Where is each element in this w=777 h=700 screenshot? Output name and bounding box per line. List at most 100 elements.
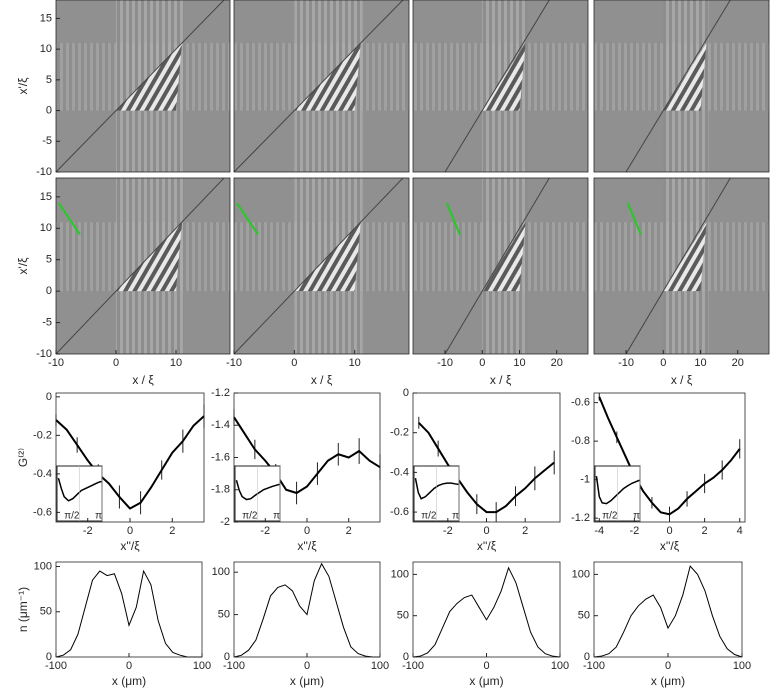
x-tick-label: 100 <box>733 660 751 672</box>
x-tick-label: 2 <box>522 525 528 537</box>
x-tick-label: 0 <box>479 357 485 369</box>
x-tick-label: 4 <box>737 525 743 537</box>
y-tick-label: 5 <box>46 254 52 266</box>
x-tick-label: -10 <box>618 357 634 369</box>
y-tick-label: 100 <box>391 568 409 580</box>
x-axis-label: x''/ξ <box>297 539 317 553</box>
diagonal <box>625 178 731 354</box>
y-axis-label: n (μm⁻¹) <box>16 587 30 632</box>
x-axis-label: x / ξ <box>490 373 512 387</box>
frame <box>55 177 231 355</box>
x-tick-label: 0 <box>483 525 489 537</box>
y-tick-label: 0 <box>403 651 409 663</box>
frame <box>233 177 410 355</box>
x-axis-label: x''/ξ <box>477 539 497 553</box>
x-axis-label: x (μm) <box>112 674 146 688</box>
y-tick-label: -0.6 <box>33 506 52 518</box>
y-tick-label: -1.4 <box>211 419 230 431</box>
x-tick-label: 0 <box>304 525 310 537</box>
y-tick-label: 100 <box>212 566 230 578</box>
y-tick-label: -0.4 <box>390 466 409 478</box>
x-axis-label: x''/ξ <box>120 539 140 553</box>
cut-line <box>58 202 81 236</box>
inset-line <box>235 480 280 501</box>
y-tick-label: 0 <box>403 387 409 399</box>
x-tick-label: 2 <box>346 525 352 537</box>
x-tick-label: -10 <box>226 357 242 369</box>
plot-area <box>413 562 560 657</box>
y-tick-label: -1 <box>580 474 590 486</box>
inset-tick-label: π/2 <box>64 511 80 522</box>
y-tick-label: -10 <box>36 166 52 178</box>
plot-area <box>234 562 380 657</box>
y-tick-label: 0 <box>46 285 52 297</box>
data-line <box>418 422 555 514</box>
frame <box>55 0 231 173</box>
y-tick-label: -1.2 <box>571 512 590 524</box>
y-tick-label: 5 <box>46 74 52 86</box>
x-tick-label: 0 <box>483 660 489 672</box>
x-axis-label: x (μm) <box>469 674 503 688</box>
inset-line <box>57 477 102 502</box>
heatmap-image <box>594 178 769 354</box>
x-tick-label: 0 <box>666 525 672 537</box>
y-tick-label: 50 <box>397 610 409 622</box>
data-line <box>55 569 202 658</box>
heatmap-image <box>413 178 588 354</box>
data-line <box>598 396 741 516</box>
data-line <box>233 416 381 495</box>
fringes <box>482 222 526 292</box>
y-tick-label: 50 <box>218 608 230 620</box>
y-tick-label: 0 <box>224 651 230 663</box>
x-tick-label: -2 <box>83 525 93 537</box>
y-tick-label: -5 <box>42 135 52 147</box>
x-tick-label: 2 <box>169 525 175 537</box>
x-tick-label: 0 <box>291 357 297 369</box>
x-tick-label: -2 <box>260 525 270 537</box>
y-axis-label: x'/ξ <box>16 77 30 95</box>
x-tick-label: 0 <box>127 525 133 537</box>
y-tick-label: 0 <box>46 651 52 663</box>
inset-tick-label: π/2 <box>602 511 618 522</box>
heatmap-image <box>413 0 588 172</box>
diagonal <box>234 0 404 172</box>
x-tick-label: 100 <box>371 660 389 672</box>
x-tick-label: 0 <box>304 660 310 672</box>
y-tick-label: 0 <box>46 104 52 116</box>
x-tick-label: -100 <box>402 660 424 672</box>
heatmap-image <box>234 178 409 354</box>
x-tick-label: -100 <box>583 660 605 672</box>
data-line <box>233 562 380 658</box>
fringes <box>663 43 707 111</box>
frame <box>593 0 770 173</box>
x-tick-label: -10 <box>437 357 453 369</box>
y-tick-label: 50 <box>578 610 590 622</box>
x-tick-label: 100 <box>193 660 211 672</box>
x-tick-label: -10 <box>48 357 64 369</box>
x-tick-label: -4 <box>594 525 604 537</box>
x-tick-label: 100 <box>551 660 569 672</box>
y-tick-label: -0.6 <box>571 397 590 409</box>
x-tick-label: -2 <box>629 525 639 537</box>
y-tick-label: -1.2 <box>211 387 230 399</box>
x-tick-label: 0 <box>665 660 671 672</box>
diagonal <box>234 178 404 354</box>
x-tick-label: 10 <box>513 357 525 369</box>
plot-area <box>594 562 742 657</box>
y-tick-label: 100 <box>572 568 590 580</box>
x-axis-label: x (μm) <box>651 674 685 688</box>
inset-tick-label: π <box>633 511 640 522</box>
inset-tick-label: π <box>452 511 459 522</box>
x-axis-label: x / ξ <box>132 373 154 387</box>
x-axis-label: x / ξ <box>311 373 333 387</box>
x-axis-label: x''/ξ <box>660 539 680 553</box>
frame <box>412 177 589 355</box>
x-tick-label: 20 <box>551 357 563 369</box>
frame <box>233 0 410 173</box>
frame <box>593 177 770 355</box>
inset-line <box>595 476 640 505</box>
x-tick-label: 10 <box>349 357 361 369</box>
y-tick-label: 0 <box>46 391 52 403</box>
x-tick-label: 0 <box>660 357 666 369</box>
